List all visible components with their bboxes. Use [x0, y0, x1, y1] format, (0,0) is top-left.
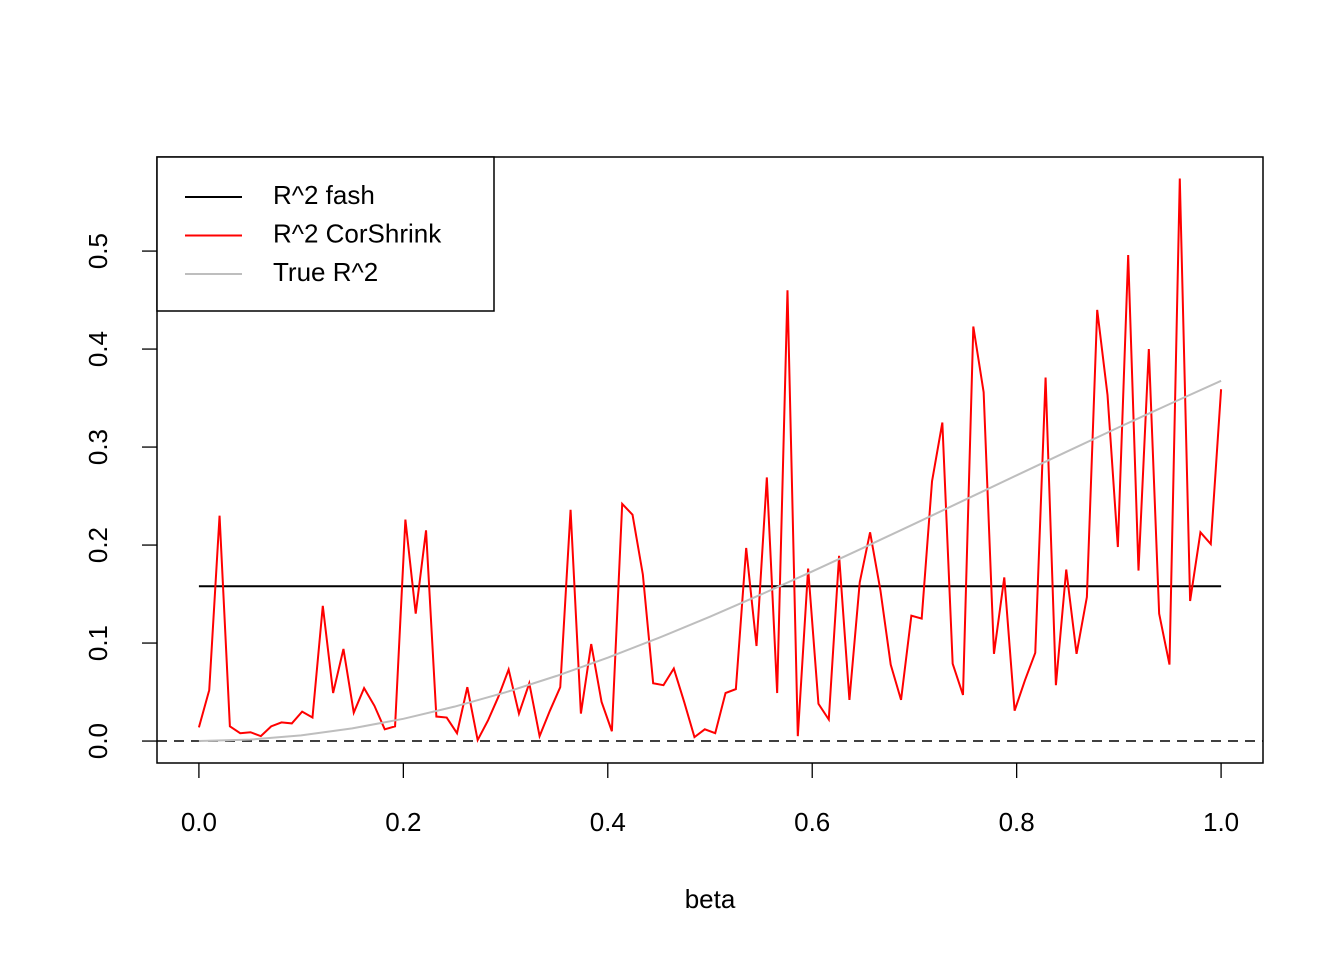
x-axis-label: beta — [685, 884, 736, 914]
y-tick-label: 0.2 — [83, 527, 113, 563]
x-tick-label: 1.0 — [1203, 807, 1239, 837]
y-tick-label: 0.1 — [83, 625, 113, 661]
legend-box — [156, 156, 495, 312]
legend-label: R^2 CorShrink — [273, 218, 442, 248]
x-tick-label: 0.0 — [181, 807, 217, 837]
legend-label: True R^2 — [273, 257, 378, 287]
legend-label: R^2 fash — [273, 180, 375, 210]
plot-frame — [156, 156, 1264, 764]
y-tick-label: 0.3 — [83, 429, 113, 465]
y-tick-label: 0.5 — [83, 233, 113, 269]
x-tick-label: 0.8 — [999, 807, 1035, 837]
series-line — [197, 178, 1223, 744]
x-tick-label: 0.6 — [794, 807, 830, 837]
x-tick-label: 0.4 — [590, 807, 626, 837]
series-line — [198, 379, 1222, 743]
y-tick-label: 0.0 — [83, 723, 113, 759]
x-tick-label: 0.2 — [385, 807, 421, 837]
y-tick-label: 0.4 — [83, 331, 113, 367]
